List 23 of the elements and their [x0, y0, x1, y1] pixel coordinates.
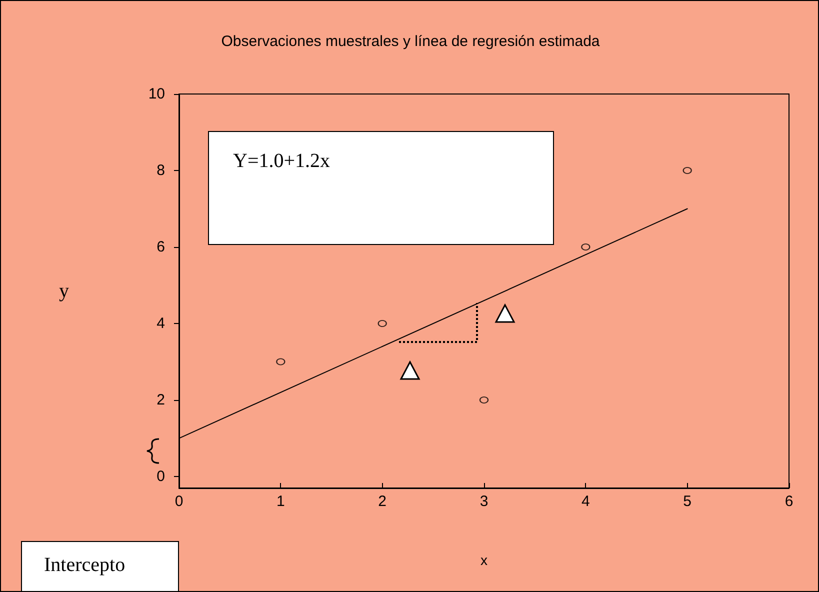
x-tick-label: 1: [276, 493, 285, 510]
y-tick-label: 4: [156, 315, 165, 332]
point: [682, 167, 692, 174]
y-tick-label: 6: [156, 238, 165, 256]
point: [480, 396, 488, 404]
point: [581, 244, 590, 251]
x-tick-label: 0: [174, 493, 184, 510]
x-tick-label: 6: [784, 493, 794, 510]
x-tick-label: 4: [581, 493, 590, 510]
x-tick-label: 2: [378, 493, 387, 510]
text-box: Intercepto: [21, 541, 179, 591]
chart-title: Observaciones muestrales y línea de regresión estimada: [221, 33, 600, 50]
y-axis-title: y: [59, 280, 69, 302]
text-box: Y=1.0+1.2x: [208, 131, 554, 245]
y-tick-label: 8: [156, 162, 165, 180]
point: [378, 320, 387, 328]
x-tick-label: 5: [683, 493, 692, 510]
y-tick-label: 0: [156, 468, 165, 486]
x-tick-label: 3: [480, 493, 488, 510]
y-tick-label: 2: [156, 392, 165, 409]
x-axis-title: x: [480, 552, 488, 568]
y-tick-label: 10: [148, 86, 165, 102]
point: [276, 358, 286, 366]
